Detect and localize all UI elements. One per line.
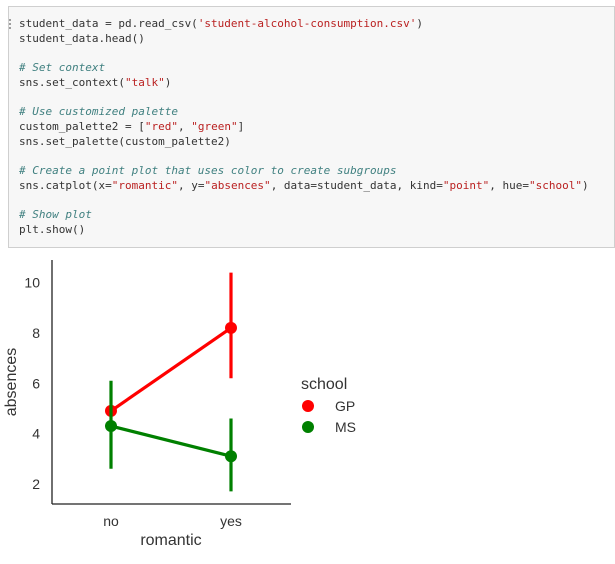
x-axis-label: romantic xyxy=(140,532,201,549)
code-token: ) xyxy=(581,179,589,192)
y-axis-label: absences xyxy=(3,348,20,417)
code-line: student_data.head() xyxy=(19,31,589,46)
series-line xyxy=(110,326,232,413)
data-point xyxy=(105,420,117,433)
data-series xyxy=(105,272,237,492)
x-tick-label: yes xyxy=(220,513,242,529)
code-token: sns.set_context( xyxy=(19,76,125,89)
code-token: ] xyxy=(237,120,245,133)
y-tick-label: 10 xyxy=(24,275,40,291)
code-string: "romantic" xyxy=(111,179,178,192)
legend-marker-ms xyxy=(302,421,314,433)
code-string: "red" xyxy=(144,120,178,133)
code-string: "school" xyxy=(528,179,582,192)
code-token: sns.catplot(x= xyxy=(19,179,112,192)
code-line: sns.catplot(x="romantic", y="absences", … xyxy=(19,178,589,193)
code-token: , xyxy=(177,120,192,133)
code-token: , data=student_data, kind= xyxy=(270,179,443,192)
y-tick-labels: 2 4 6 8 10 xyxy=(24,275,40,492)
legend-marker-gp xyxy=(302,400,314,412)
code-line: sns.set_context("talk") xyxy=(19,75,589,90)
legend-label-gp: GP xyxy=(335,398,355,414)
y-tick-label: 2 xyxy=(32,476,40,492)
y-tick-label: 8 xyxy=(32,325,40,341)
code-token: student_data.head() xyxy=(19,32,145,45)
point-plot: 2 4 6 8 10 no yes romantic absences school GP… xyxy=(3,260,356,549)
code-token: plt.show() xyxy=(19,223,86,236)
code-line: student_data = pd.read_csv('student-alco… xyxy=(19,16,589,31)
code-token: student_data = pd.read_csv( xyxy=(19,17,198,30)
x-tick-label: no xyxy=(103,513,119,529)
code-token: , y= xyxy=(177,179,205,192)
code-line: custom_palette2 = ["red", "green"] xyxy=(19,119,589,134)
data-point xyxy=(225,450,237,463)
cell-collapse-marker[interactable] xyxy=(9,19,17,29)
code-blank-line xyxy=(19,149,589,163)
code-string: "point" xyxy=(442,179,490,192)
code-blank-line xyxy=(19,193,589,207)
code-string: "green" xyxy=(191,120,238,133)
code-token: sns.set_palette(custom_palette2) xyxy=(19,135,231,148)
code-token: ) xyxy=(416,17,423,30)
series-ms xyxy=(105,380,237,492)
x-tick-labels: no yes xyxy=(103,513,242,529)
legend: school GP MS xyxy=(301,376,356,435)
code-token: custom_palette2 = [ xyxy=(19,120,145,133)
code-string: "talk" xyxy=(124,76,165,89)
series-line xyxy=(110,424,232,458)
series-gp xyxy=(105,272,237,417)
code-editor[interactable]: student_data = pd.read_csv('student-alco… xyxy=(19,16,589,237)
code-comment-line: # Set context xyxy=(19,61,106,74)
legend-title: school xyxy=(301,376,347,393)
data-point xyxy=(225,321,237,334)
code-string: "absences" xyxy=(204,179,271,192)
code-comment-line: # Create a point plot that uses color to… xyxy=(19,164,397,177)
legend-label-ms: MS xyxy=(335,419,356,435)
code-cell[interactable]: student_data = pd.read_csv('student-alco… xyxy=(8,6,615,248)
y-tick-label: 6 xyxy=(32,375,40,391)
code-blank-line xyxy=(19,46,589,60)
code-token: , hue= xyxy=(489,179,529,192)
code-line: sns.set_palette(custom_palette2) xyxy=(19,134,589,149)
code-line: plt.show() xyxy=(19,222,589,237)
plot-axes xyxy=(51,260,291,505)
code-token: ) xyxy=(164,76,172,89)
code-string: 'student-alcohol-consumption.csv' xyxy=(197,17,417,30)
code-blank-line xyxy=(19,90,589,104)
code-comment-line: # Use customized palette xyxy=(19,105,178,118)
y-tick-label: 4 xyxy=(32,426,40,442)
code-comment-line: # Show plot xyxy=(19,208,92,221)
